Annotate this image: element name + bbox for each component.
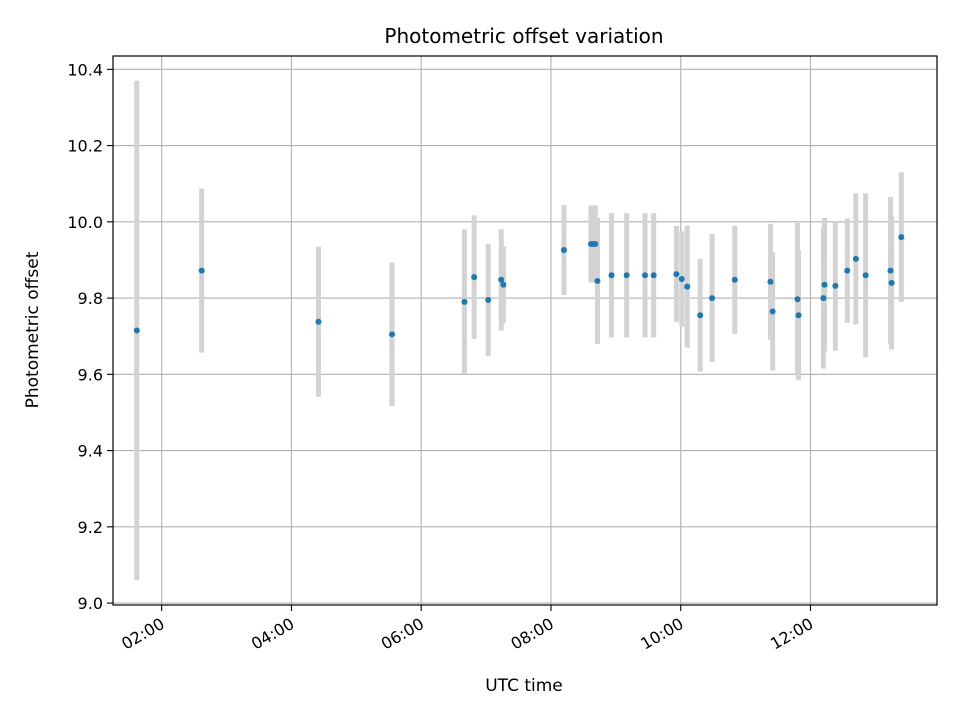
data-point: [623, 272, 630, 279]
data-points: [133, 234, 905, 338]
data-point: [731, 276, 738, 283]
y-tick-label: 9.6: [78, 365, 103, 384]
data-point: [820, 295, 827, 302]
data-point: [678, 276, 685, 283]
data-point: [794, 296, 801, 303]
y-tick-label: 9.0: [78, 594, 103, 613]
data-point: [795, 312, 802, 319]
y-tick-label: 9.8: [78, 289, 103, 308]
data-point: [388, 331, 395, 338]
data-point: [560, 247, 567, 254]
data-point: [673, 271, 680, 278]
data-point: [767, 278, 774, 285]
y-tick-label: 9.2: [78, 518, 103, 537]
data-point: [821, 281, 828, 288]
data-point: [471, 274, 478, 281]
data-point: [315, 318, 322, 325]
data-point: [485, 297, 492, 303]
grid-lines: [113, 56, 937, 605]
y-tick-label: 10.4: [67, 60, 103, 79]
data-point: [697, 312, 704, 319]
x-axis-label: UTC time: [485, 676, 563, 696]
data-point: [769, 308, 776, 315]
data-point: [592, 240, 599, 247]
data-point: [498, 276, 505, 283]
data-point: [594, 277, 601, 284]
y-tick-label: 10.0: [67, 213, 103, 232]
data-point: [852, 255, 859, 262]
data-point: [133, 327, 140, 334]
data-point: [887, 267, 894, 274]
data-point: [862, 272, 869, 279]
data-point: [709, 295, 716, 302]
data-point: [888, 279, 895, 286]
data-point: [684, 283, 691, 290]
data-point: [608, 272, 615, 279]
data-point: [642, 272, 649, 279]
y-axis-ticks: 9.0 9.2 9.4 9.6 9.8 10.0 10.2 10.4: [67, 60, 113, 613]
data-point: [461, 298, 468, 305]
chart-title: Photometric offset variation: [384, 24, 663, 48]
data-point: [898, 234, 905, 241]
data-point: [844, 267, 851, 274]
data-point: [500, 281, 507, 288]
y-tick-label: 10.2: [67, 137, 103, 156]
data-point: [650, 272, 657, 279]
plot-area-frame: [112, 55, 938, 606]
data-point: [832, 282, 839, 289]
data-point: [198, 267, 205, 274]
y-tick-label: 9.4: [78, 442, 103, 461]
y-axis-label: Photometric offset: [23, 251, 43, 408]
